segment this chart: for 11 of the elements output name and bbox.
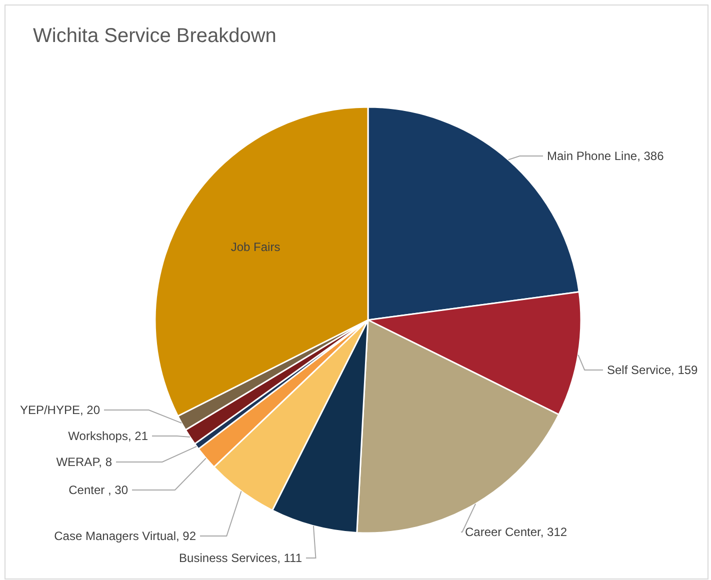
slice-label: Workshops, 21: [68, 429, 148, 443]
slice-label: Case Managers Virtual, 92: [54, 529, 196, 543]
slice-label: Job Fairs: [230, 240, 280, 254]
slice-label: Self Service, 159: [607, 363, 698, 377]
slice-label: Career Center, 312: [465, 525, 568, 539]
chart-title: Wichita Service Breakdown: [33, 25, 276, 47]
slice-label: WERAP, 8: [56, 455, 112, 469]
slice-label: Business Services, 111: [179, 551, 302, 565]
slice-label: YEP/HYPE, 20: [20, 403, 100, 417]
slice-label: Main Phone Line, 386: [547, 149, 664, 163]
slice-label: Center , 30: [68, 483, 128, 497]
